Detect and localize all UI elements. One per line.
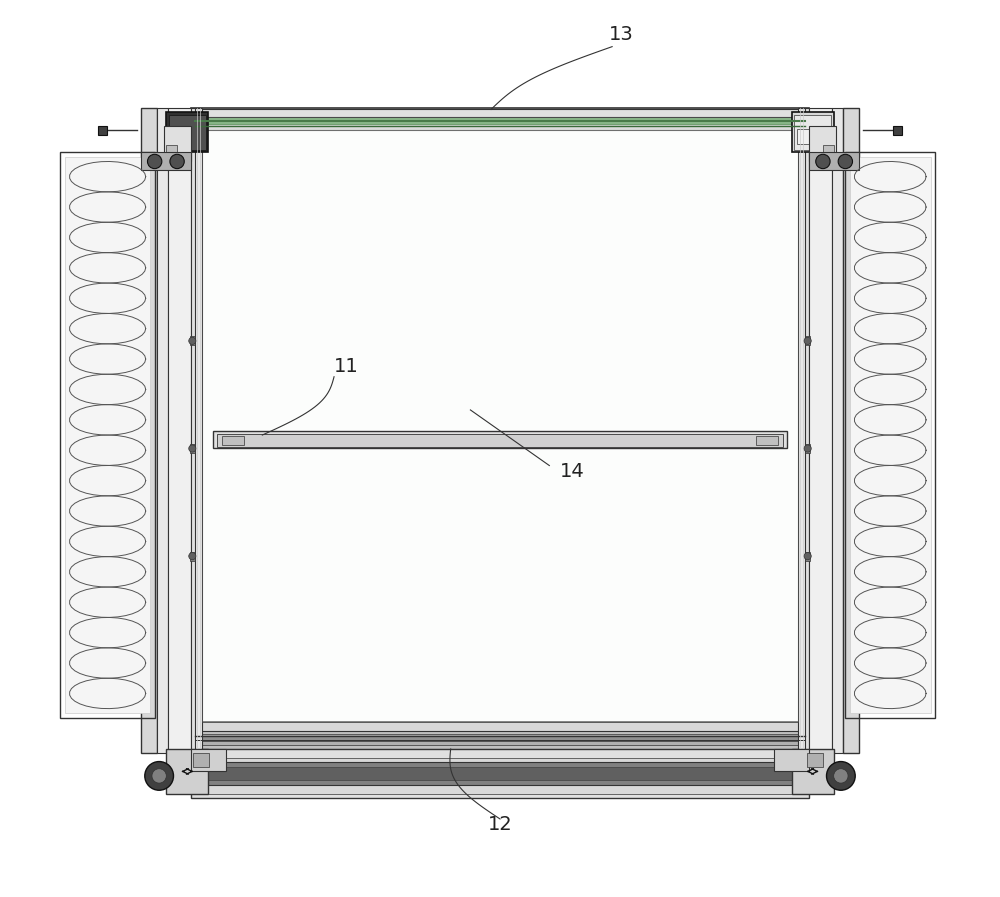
Bar: [850, 157, 931, 713]
Circle shape: [189, 337, 196, 344]
Bar: [169, 115, 206, 150]
Bar: [202, 117, 798, 722]
Bar: [191, 108, 809, 130]
Circle shape: [147, 154, 162, 169]
Bar: [191, 749, 809, 798]
Bar: [190, 336, 195, 345]
Bar: [191, 749, 226, 771]
Circle shape: [834, 769, 848, 783]
Bar: [774, 749, 809, 771]
Bar: [60, 152, 155, 718]
Bar: [166, 749, 208, 794]
Bar: [805, 444, 810, 453]
Bar: [190, 552, 195, 561]
Circle shape: [804, 337, 811, 344]
Bar: [195, 767, 805, 780]
Bar: [222, 436, 244, 445]
Bar: [157, 108, 168, 753]
Bar: [193, 734, 807, 745]
Bar: [191, 722, 809, 753]
Circle shape: [804, 445, 811, 452]
Circle shape: [189, 445, 196, 452]
Circle shape: [145, 762, 173, 790]
Circle shape: [804, 553, 811, 560]
Bar: [193, 753, 209, 767]
Bar: [823, 145, 834, 158]
Bar: [193, 736, 807, 741]
Bar: [190, 444, 195, 453]
Bar: [798, 108, 805, 753]
Bar: [800, 108, 809, 753]
Circle shape: [189, 553, 196, 560]
Text: 14: 14: [559, 462, 584, 481]
Text: 12: 12: [488, 814, 512, 833]
Bar: [893, 126, 902, 135]
Bar: [756, 436, 778, 445]
Bar: [65, 157, 150, 713]
Bar: [191, 108, 200, 753]
Circle shape: [816, 154, 830, 169]
Text: 11: 11: [334, 357, 359, 376]
Bar: [809, 126, 836, 161]
Bar: [168, 108, 191, 753]
Bar: [191, 731, 809, 749]
Bar: [797, 129, 813, 144]
Bar: [792, 112, 834, 152]
Bar: [195, 109, 805, 117]
Bar: [141, 152, 191, 170]
Bar: [98, 126, 107, 135]
Bar: [807, 753, 823, 767]
Bar: [805, 336, 810, 345]
Bar: [794, 115, 831, 150]
Circle shape: [838, 154, 853, 169]
Bar: [809, 152, 859, 170]
Bar: [191, 117, 809, 130]
Text: 13: 13: [609, 25, 633, 44]
Bar: [164, 126, 191, 161]
Circle shape: [152, 769, 166, 783]
Bar: [166, 145, 177, 158]
Bar: [843, 108, 859, 753]
Circle shape: [827, 762, 855, 790]
Bar: [792, 749, 834, 794]
Bar: [193, 758, 807, 794]
Circle shape: [170, 154, 184, 169]
Bar: [809, 108, 832, 753]
Bar: [195, 762, 805, 785]
Bar: [832, 108, 843, 753]
Bar: [166, 112, 208, 152]
Bar: [141, 108, 157, 753]
Bar: [193, 115, 807, 124]
Bar: [217, 434, 783, 447]
Bar: [805, 552, 810, 561]
Bar: [213, 431, 787, 448]
Bar: [195, 108, 202, 753]
Bar: [845, 152, 935, 718]
